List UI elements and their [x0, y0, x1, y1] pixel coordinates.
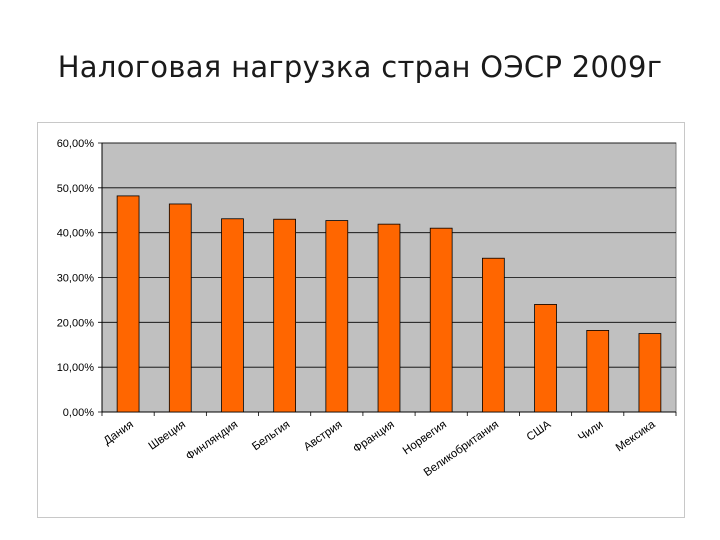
bar: [638, 333, 662, 413]
x-category-label: Бельгия: [250, 419, 292, 454]
bar: [116, 195, 140, 413]
x-category-label: Чили: [576, 419, 605, 444]
y-tick-label: 40,00%: [57, 228, 95, 240]
bar: [429, 227, 453, 413]
y-tick-label: 20,00%: [57, 317, 95, 329]
gridlines: [98, 142, 677, 416]
bar: [377, 223, 401, 413]
bars: [116, 195, 662, 413]
bar: [273, 218, 296, 413]
y-tick-label: 0,00%: [63, 407, 94, 419]
y-tick-label: 30,00%: [57, 273, 95, 285]
bar: [325, 220, 349, 413]
slide-title: Налоговая нагрузка стран ОЭСР 2009г: [57, 50, 663, 84]
x-category-label: США: [525, 418, 554, 443]
x-category-label: Дания: [102, 419, 136, 448]
y-tick-label: 60,00%: [57, 138, 95, 150]
x-category-label: Франция: [351, 419, 396, 456]
bar: [221, 218, 244, 413]
y-tick-label: 10,00%: [57, 362, 95, 374]
x-category-label: Норвегия: [401, 419, 449, 458]
bar: [482, 257, 505, 413]
x-category-label: Мексика: [614, 418, 658, 454]
bar: [534, 303, 557, 413]
bar: [586, 330, 610, 413]
x-category-label: Австрия: [302, 419, 345, 454]
y-tick-label: 50,00%: [57, 183, 95, 195]
y-axis-ticks: 0,00% 10,00% 20,00% 30,00% 40,00% 50,00% 60,00…: [57, 138, 95, 419]
x-category-label: Финляндия: [184, 419, 240, 463]
bar: [168, 203, 192, 413]
x-category-label: Швеция: [147, 419, 188, 453]
